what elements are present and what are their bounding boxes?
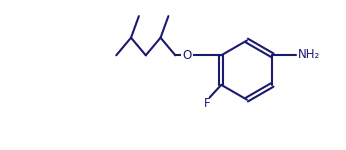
Text: NH₂: NH₂ xyxy=(298,48,321,61)
Text: F: F xyxy=(204,97,211,110)
Text: O: O xyxy=(182,49,191,62)
